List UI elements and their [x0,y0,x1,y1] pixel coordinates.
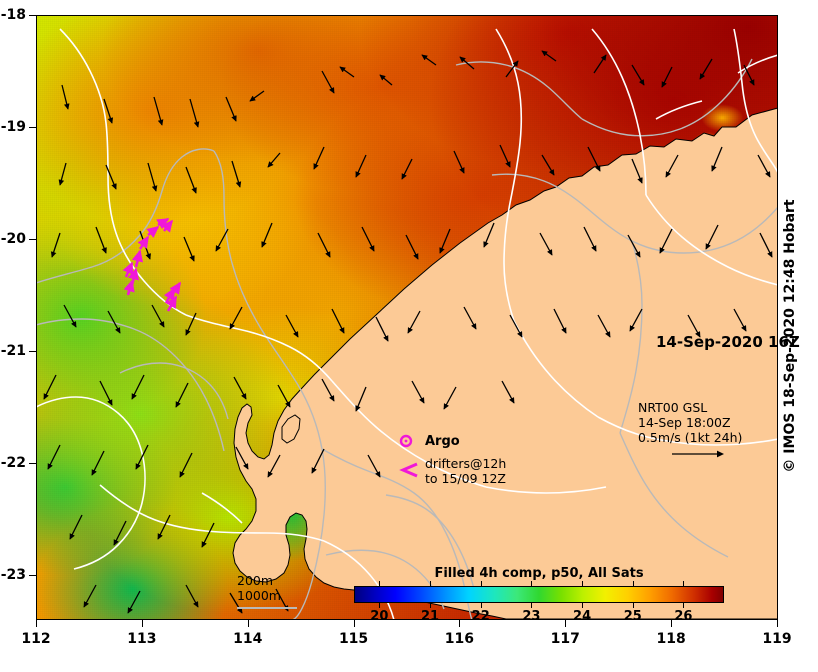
velocity-scale-key: NRT00 GSL 14-Sep 18:00Z 0.5m/s (1kt 24h) [638,400,742,445]
colorbar-tick-mark [531,581,533,586]
y-tick-mark [29,127,36,129]
colorbar-tick-mark [531,603,533,608]
velocity-key-line1: NRT00 GSL [638,400,708,415]
depth-key-1000m-swatch [237,607,297,609]
colorbar-tick-label: 22 [471,609,490,624]
colorbar-tick-label: 24 [573,609,592,624]
colorbar-tick-mark [379,603,381,608]
velocity-key-line2: 14-Sep 18:00Z [638,415,731,430]
colorbar-title: Filled 4h comp, p50, All Sats [434,566,644,581]
colorbar-tick-mark [632,581,634,586]
legend-drifter-line1: drifters@12h [425,456,507,471]
bathymetry-contours [36,28,778,620]
drifter-track-cluster-south [163,281,182,312]
depth-key-200m: 200m [237,573,274,588]
y-tick-label: -18 [0,7,26,23]
y-tick-mark [29,351,36,353]
y-tick-mark [29,15,36,16]
colorbar-gradient [354,586,724,603]
x-tick-label: 114 [233,631,263,647]
x-tick-label: 112 [21,631,51,647]
velocity-key-line3: 0.5m/s (1kt 24h) [638,430,743,445]
x-tick-mark [777,620,778,627]
colorbar-tick-mark [683,603,685,608]
reference-vector-arrow-icon [672,450,724,458]
x-tick-label: 115 [338,631,369,647]
y-tick-mark [29,239,36,241]
depth-key-1000m: 1000m [237,588,281,603]
colorbar-tick-mark [582,603,584,608]
colorbar-tick-label: 25 [623,609,642,624]
colorbar-tick-mark [582,581,584,586]
copyright-text: © IMOS 18-Sep-2020 12:48 Hobart [782,199,798,473]
colorbar-tick-mark [379,581,381,586]
y-tick-label: -19 [0,119,26,136]
x-tick-mark [353,620,355,627]
colorbar-tick-label: 21 [420,609,440,624]
colorbar-tick-mark [480,581,482,586]
colorbar-tick-mark [480,603,482,608]
x-tick-label: 116 [444,631,475,647]
contour-200m-group [36,28,778,620]
date-label: 14-Sep-2020 16Z [656,333,800,351]
y-tick-label: -21 [0,343,26,360]
x-tick-label: 118 [656,631,686,647]
x-tick-mark [565,620,567,627]
colorbar-tick-label: 20 [370,609,389,624]
colorbar-tick-label: 23 [522,609,541,624]
drifter-track-cluster-north [122,217,174,296]
x-tick-mark [247,620,249,627]
x-tick-mark [36,620,37,627]
y-tick-mark [29,575,36,577]
colorbar-tick-mark [683,581,685,586]
colorbar-tick-mark [430,603,432,608]
argo-float-marker-icon [399,434,413,448]
x-tick-mark [459,620,461,627]
y-tick-mark [29,463,36,465]
y-tick-label: -23 [0,567,26,584]
legend-argo-label: Argo [425,434,460,449]
x-tick-mark [141,620,143,627]
depth-contour-key: 200m 1000m [237,573,281,603]
legend-drifter-block: drifters@12h to 15/09 12Z [425,456,506,486]
drifter-and-argo-overlay [122,217,182,312]
x-tick-mark [671,620,673,627]
x-tick-label: 113 [127,631,157,647]
colorbar-tick-mark [632,603,634,608]
y-tick-label: -20 [0,231,26,248]
drifter-marker-icon [399,462,418,478]
y-tick-label: -22 [0,455,26,472]
x-tick-label: 117 [550,631,580,647]
x-tick-label: 119 [762,631,792,647]
map-plot-area[interactable] [36,15,778,620]
coastal-island-path [281,414,301,444]
colorbar-tick-label: 26 [674,609,693,624]
legend-drifter-line2: to 15/09 12Z [425,471,506,486]
colorbar-tick-mark [430,581,432,586]
